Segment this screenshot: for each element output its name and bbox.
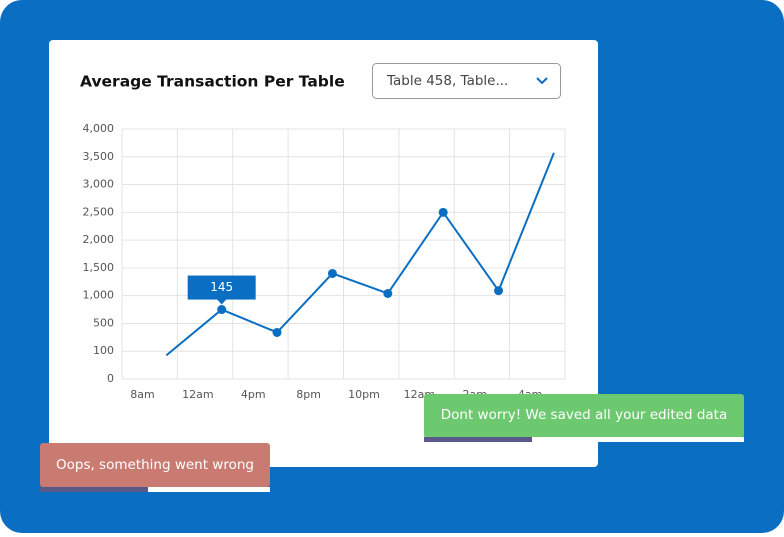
progress-track [40,487,270,492]
tooltip [187,275,256,300]
y-tick-label: 1,500 [83,261,115,274]
x-tick-label: 8pm [296,388,321,401]
series-line [165,152,555,357]
progress-bar [424,437,532,442]
y-tick-label: 2,500 [83,205,115,218]
plot: 0 100 500 1,000 1,500 2,000 2,500 3,000 3,500 4,0… [83,122,566,401]
point [438,207,448,217]
progress-bar [40,487,148,492]
y-tick-label: 2,000 [83,233,115,246]
x-tick-label: 4pm [241,388,266,401]
x-tick-label: 12am [182,388,213,401]
point [327,268,337,278]
y-tick-label: 0 [107,372,114,385]
progress-track [424,437,744,442]
point [272,327,282,337]
y-tick-label: 1,000 [83,289,115,302]
y-tick-label: 3,000 [83,178,115,191]
dropdown-text: Table 458, Table... [386,73,508,89]
point [494,286,504,296]
chart-title: Average Transaction Per Table [80,73,345,91]
dropdown[interactable] [372,63,561,99]
success-text: Dont worry! We saved all your edited dat… [441,407,727,423]
y-tick-label: 500 [93,316,114,329]
y-tick-label: 3,500 [83,150,115,163]
y-tick-label: 4,000 [83,122,115,135]
x-tick-label: 10pm [348,388,380,401]
point [217,305,227,315]
error-toast [40,443,270,487]
tooltip-text: 145 [210,280,233,294]
card [49,40,598,467]
dropdown-chevron [536,77,548,85]
toasts: Dont worry! We saved all your edited dat… [40,394,744,492]
tooltip-pointer [216,299,227,305]
point [383,288,393,298]
success-toast [424,394,744,438]
error-text: Oops, something went wrong [56,457,254,473]
x-tick-label: 8am [130,388,154,401]
y-tick-label: 100 [93,344,114,357]
